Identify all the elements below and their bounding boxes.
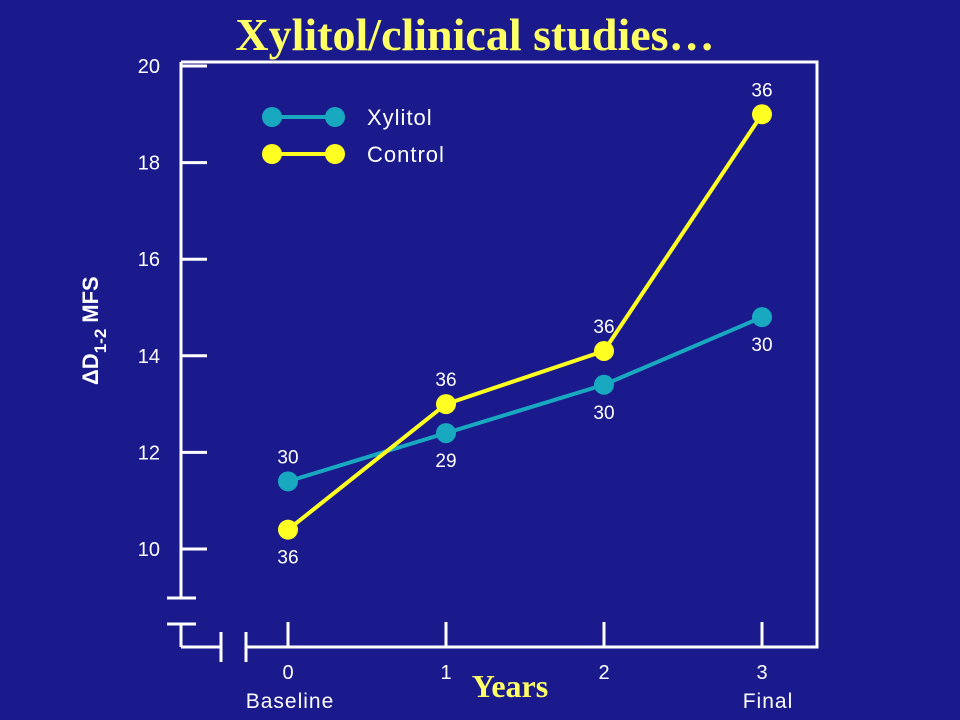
xylitol-point-2: [594, 374, 614, 395]
x-tick-label-2: 2: [598, 662, 609, 684]
xylitol-n-label-1: 29: [435, 451, 456, 472]
control-line: [286, 113, 764, 532]
series-layer: 30 29 30 30 36 36 36 36: [277, 80, 772, 568]
xylitol-n-label-2: 30: [593, 403, 614, 424]
x-ticks: 0 Baseline 1 2 3 Final: [246, 622, 794, 713]
control-n-label-0: 36: [277, 548, 298, 569]
control-point-0: [278, 519, 298, 540]
legend-marker-left-xylitol: [262, 107, 282, 127]
xylitol-point-0: [278, 471, 298, 492]
legend-marker-right-control: [325, 144, 345, 164]
control-n-label-3: 36: [751, 80, 772, 101]
control-point-1: [436, 394, 456, 415]
control-point-2: [594, 340, 614, 361]
y-tick-label-16: 16: [138, 249, 160, 271]
y-tick-label-10: 10: [138, 539, 160, 561]
y-ticks: 10 12 14 16 18 20: [138, 56, 207, 561]
legend: Xylitol Control: [262, 105, 445, 167]
control-n-label-2: 36: [593, 317, 614, 338]
chart-title: Xylitol/clinical studies…: [235, 9, 714, 60]
xylitol-point-1: [436, 423, 456, 444]
y-tick-label-14: 14: [138, 346, 160, 368]
y-label-delta: Δ: [78, 369, 103, 385]
xylitol-line: [287, 315, 763, 484]
plot-frame: [181, 60, 819, 649]
y-label-subscript: 1-2: [91, 329, 110, 354]
xylitol-n-label-3: 30: [751, 335, 772, 356]
y-tick-label-12: 12: [138, 442, 160, 464]
legend-label-xylitol: Xylitol: [367, 105, 433, 130]
y-tick-label-20: 20: [138, 56, 160, 78]
x-axis-label: Years: [472, 668, 548, 704]
y-tick-label-18: 18: [138, 153, 160, 175]
x-tick-label-0: 0: [282, 662, 293, 684]
x-sub-label-final: Final: [743, 690, 794, 713]
xylitol-point-3: [752, 307, 772, 328]
y-label-main: D: [78, 353, 103, 369]
control-point-3: [752, 104, 772, 125]
x-tick-label-1: 1: [440, 662, 451, 684]
control-n-label-1: 36: [435, 370, 456, 391]
legend-marker-right-xylitol: [325, 107, 345, 127]
legend-label-control: Control: [367, 142, 445, 167]
y-axis-label: ΔD1-2 MFS: [78, 276, 110, 385]
xylitol-n-label-0: 30: [277, 447, 298, 468]
x-tick-label-3: 3: [756, 662, 767, 684]
legend-marker-left-control: [262, 144, 282, 164]
x-sub-label-baseline: Baseline: [246, 690, 335, 713]
y-label-suffix: MFS: [78, 276, 103, 322]
